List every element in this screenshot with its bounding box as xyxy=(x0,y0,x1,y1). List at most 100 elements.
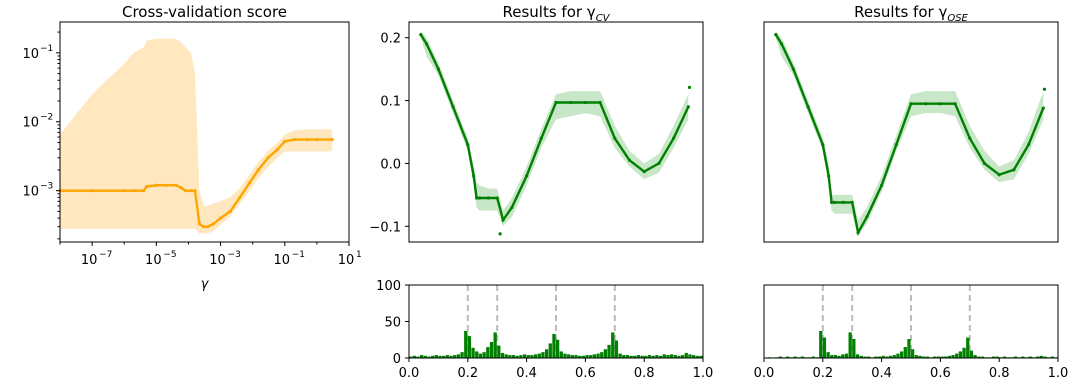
histogram-cv-x-tick-label: 0.0 xyxy=(399,366,420,381)
histogram-ose-bar xyxy=(911,349,915,358)
results-ose-data-point xyxy=(841,200,845,204)
histogram-ose-bar xyxy=(1043,356,1047,358)
histogram-ose-bar xyxy=(1013,356,1018,358)
histogram-cv-bar xyxy=(500,352,505,358)
histogram-cv-bar xyxy=(622,355,626,358)
histogram-ose-bar xyxy=(1039,355,1043,358)
histogram-cv-bar xyxy=(611,332,615,358)
histogram-ose-axes-frame xyxy=(763,284,1059,359)
histogram-cv-y-tick-label: 100 xyxy=(376,279,401,294)
histogram-cv-bar xyxy=(449,355,453,358)
results-cv-data-point xyxy=(419,32,423,37)
histogram-ose-bar xyxy=(907,339,911,358)
histogram-ose-bar xyxy=(940,356,944,358)
results-ose-data-point xyxy=(821,142,825,147)
histogram-cv-bar xyxy=(699,355,703,358)
histogram-ose-bar xyxy=(962,347,966,358)
results-cv-data-point xyxy=(525,174,529,178)
histogram-ose-bar xyxy=(826,352,830,358)
histogram-cv-bar xyxy=(614,340,619,358)
results-cv-y-tick-label: 0.1 xyxy=(380,95,401,110)
cv-score-title: Cross-validation score xyxy=(122,3,287,21)
histogram-cv-bar xyxy=(625,355,630,358)
histogram-ose-bar xyxy=(822,337,827,358)
results-ose-data-point xyxy=(953,102,957,106)
cv-score-y-tick-exponent: −1 xyxy=(40,44,53,54)
results-cv-data-point xyxy=(436,67,440,71)
results-cv-data-point xyxy=(627,158,632,162)
histogram-cv-ticks: 0.0 0.2 0.4 0.6 0.8 1.0 0 50 100 xyxy=(376,279,713,381)
histogram-ose-bar xyxy=(955,353,959,358)
histogram-cv-bar xyxy=(475,351,479,358)
results-ose-title-main: Results for γ xyxy=(854,3,947,21)
histogram-cv-bar xyxy=(544,349,549,358)
histogram-ose-x-tick-label: 0.0 xyxy=(754,366,775,381)
histogram-cv-bar xyxy=(548,343,552,358)
histogram-cv-bar xyxy=(688,354,692,358)
histogram-cv-bar xyxy=(537,353,541,358)
results-cv-y-tick-label: 0.2 xyxy=(380,32,401,47)
cv-score-data-point xyxy=(305,138,309,142)
histogram-cv-bar xyxy=(574,355,578,358)
results-cv-panel: −0.1 0.0 0.1 0.2 Results for γCV xyxy=(369,3,704,243)
results-ose-title-subscript: OSE xyxy=(947,13,968,24)
cv-score-data-point xyxy=(218,216,223,220)
histogram-cv-bar xyxy=(669,354,674,358)
results-cv-data-point xyxy=(451,105,455,109)
histogram-ose-bar xyxy=(899,351,904,358)
cv-score-data-point xyxy=(141,189,146,193)
results-cv-data-point xyxy=(613,136,617,140)
results-cv-title-subscript: CV xyxy=(596,13,611,24)
histogram-cv-bar xyxy=(589,355,593,358)
results-cv-data-point xyxy=(425,42,429,46)
cv-score-data-point xyxy=(145,184,149,189)
results-ose-title: Results for γOSE xyxy=(854,3,968,24)
histogram-cv-bar xyxy=(651,355,655,358)
histogram-cv-bar xyxy=(684,352,688,358)
histogram-ose-bar xyxy=(874,356,878,358)
histogram-ose-bar xyxy=(863,356,867,358)
histogram-cv-bar xyxy=(633,355,637,358)
histogram-cv-bar xyxy=(552,333,556,358)
histogram-ose-bar xyxy=(866,356,871,358)
results-ose-data-point xyxy=(982,161,987,166)
histogram-cv-bar xyxy=(567,354,571,358)
cv-score-data-point xyxy=(174,183,178,187)
histogram-ose-bar xyxy=(896,353,900,358)
histogram-ose-bar xyxy=(811,356,816,358)
results-ose-data-point xyxy=(865,215,869,219)
results-cv-data-point xyxy=(672,136,676,140)
histogram-cv-bar xyxy=(504,354,508,358)
histogram-cv-bar xyxy=(666,355,670,358)
histogram-ose-bar xyxy=(991,356,996,358)
cv-score-y-tick-exponent: −3 xyxy=(40,182,53,192)
histogram-cv-bar xyxy=(522,354,527,358)
histogram-cv-bar xyxy=(592,354,597,358)
results-cv-title: Results for γCV xyxy=(502,3,610,24)
histogram-ose-bar xyxy=(837,355,841,358)
results-cv-data-point xyxy=(598,100,602,105)
histogram-ose-bar xyxy=(1035,356,1040,358)
results-ose-data-point xyxy=(968,136,972,140)
histogram-cv-bar xyxy=(640,355,644,358)
histogram-ose-bar xyxy=(844,353,849,358)
histogram-cv-bar xyxy=(596,353,600,358)
histogram-cv-bar xyxy=(636,355,641,358)
histogram-ose-bar xyxy=(936,356,940,358)
histogram-ose-bar xyxy=(951,355,955,358)
histogram-cv-bar xyxy=(464,330,468,358)
histogram-cv-bar xyxy=(541,352,545,358)
histogram-cv-y-tick-label: 50 xyxy=(384,316,401,331)
cv-score-x-tick-exponent: −1 xyxy=(292,250,305,260)
cv-score-uncertainty-band xyxy=(60,38,333,234)
results-cv-data-point xyxy=(486,196,490,200)
histogram-ose-bar xyxy=(881,355,885,358)
histogram-ose-bar xyxy=(914,355,918,358)
histogram-cv-bar xyxy=(600,352,604,358)
cv-score-data-point xyxy=(183,189,187,193)
results-cv-data-point xyxy=(495,196,499,200)
results-cv-y-tick-label: −0.1 xyxy=(369,220,401,235)
histogram-cv-bar xyxy=(655,355,659,358)
results-cv-outlier-point xyxy=(498,232,502,236)
